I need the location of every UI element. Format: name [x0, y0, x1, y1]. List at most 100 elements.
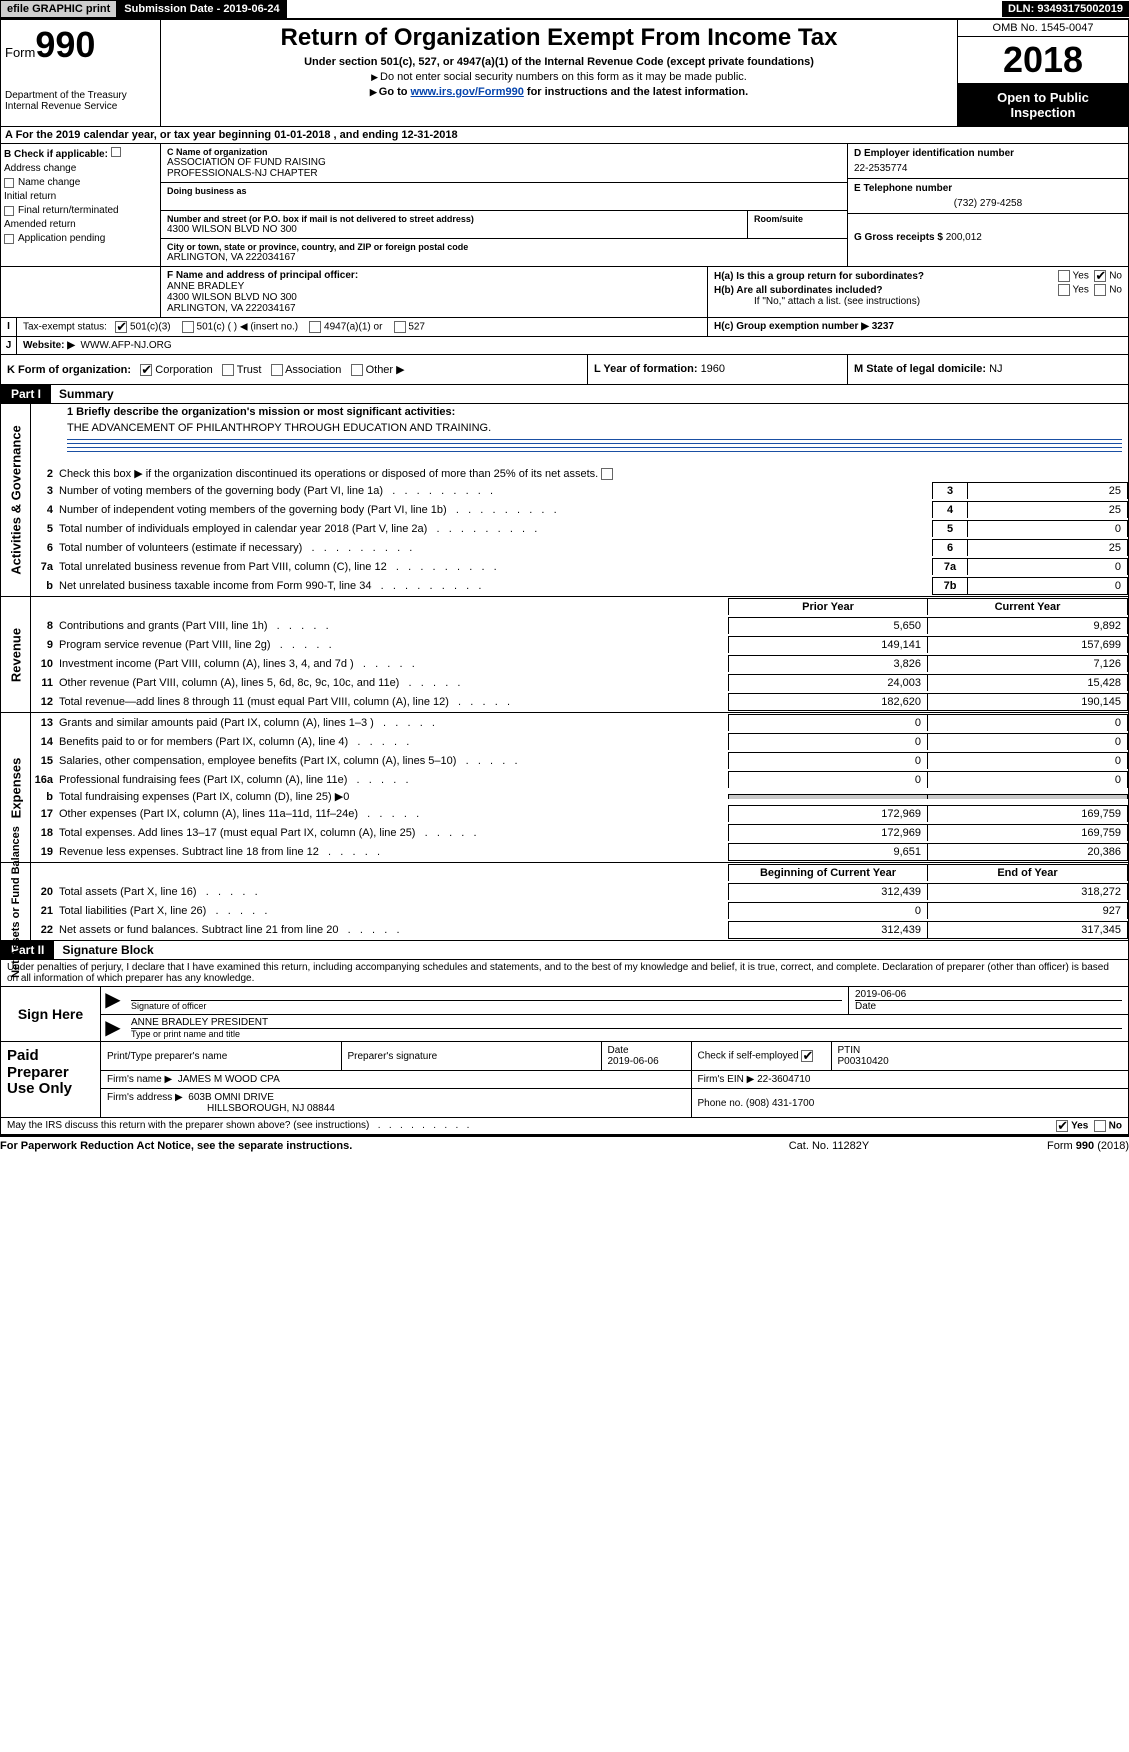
beg-year-hdr: Beginning of Current Year	[728, 864, 928, 881]
governance-section: Activities & Governance 1 Briefly descri…	[0, 404, 1129, 597]
chk-trust[interactable]	[222, 364, 234, 376]
line-19: 19 Revenue less expenses. Subtract line …	[31, 842, 1128, 862]
addr-label: Number and street (or P.O. box if mail i…	[167, 214, 747, 224]
hb-note: If "No," attach a list. (see instruction…	[714, 296, 1122, 307]
chk-4947[interactable]	[309, 321, 321, 333]
mission-text: THE ADVANCEMENT OF PHILANTHROPY THROUGH …	[67, 422, 491, 434]
form-subtitle: Under section 501(c), 527, or 4947(a)(1)…	[169, 56, 949, 68]
dln-label: DLN: 93493175002019	[1002, 1, 1129, 17]
paid-preparer-block: Paid Preparer Use Only Print/Type prepar…	[0, 1042, 1129, 1118]
governance-label: Activities & Governance	[1, 404, 31, 596]
f-label: F Name and address of principal officer:	[167, 270, 701, 281]
ptin-value: P00310420	[838, 1056, 889, 1067]
d-ein-label: D Employer identification number	[854, 148, 1122, 159]
tax-year: 2018	[958, 37, 1128, 84]
chk-initial-return[interactable]: Initial return	[4, 191, 157, 202]
gov-line-4: 4 Number of independent voting members o…	[31, 500, 1128, 519]
ein-value: 22-2535774	[854, 163, 1122, 174]
form-year-block: OMB No. 1545-0047 2018 Open to Public In…	[958, 20, 1128, 126]
part-2-tag: Part II	[1, 941, 54, 959]
room-label: Room/suite	[754, 214, 847, 224]
chk-corporation[interactable]	[140, 364, 152, 376]
row-i: I Tax-exempt status: 501(c)(3) 501(c) ( …	[0, 318, 1129, 337]
form-label: Form	[5, 45, 35, 60]
officer-addr2: ARLINGTON, VA 222034167	[167, 303, 701, 314]
page-footer: For Paperwork Reduction Act Notice, see …	[0, 1135, 1129, 1155]
ha-yes-checkbox[interactable]	[1058, 270, 1070, 282]
self-employed-checkbox[interactable]	[801, 1050, 813, 1062]
chk-name-change[interactable]: Name change	[4, 177, 157, 188]
line-22: 22 Net assets or fund balances. Subtract…	[31, 920, 1128, 940]
chk-other[interactable]	[351, 364, 363, 376]
website-value: WWW.AFP-NJ.ORG	[81, 340, 172, 351]
part-2-header: Part II Signature Block	[0, 941, 1129, 960]
city-label: City or town, state or province, country…	[167, 242, 841, 252]
prior-year-hdr: Prior Year	[728, 598, 928, 615]
firm-name: JAMES M WOOD CPA	[178, 1074, 280, 1085]
phone-value: (732) 279-4258	[854, 198, 1122, 209]
discuss-no-checkbox[interactable]	[1094, 1120, 1106, 1132]
line-2-checkbox[interactable]	[601, 468, 613, 480]
chk-application-pending[interactable]: Application pending	[4, 233, 157, 244]
line-15: 15 Salaries, other compensation, employe…	[31, 751, 1128, 770]
line-20: 20 Total assets (Part X, line 16) 312,43…	[31, 882, 1128, 901]
org-name-2: PROFESSIONALS-NJ CHAPTER	[167, 168, 841, 179]
current-year-hdr: Current Year	[928, 598, 1128, 615]
i-label: I	[1, 318, 17, 336]
dept-treasury: Department of the Treasury	[5, 90, 156, 101]
omb-number: OMB No. 1545-0047	[958, 20, 1128, 37]
line-16a: 16a Professional fundraising fees (Part …	[31, 770, 1128, 789]
hb-yes-checkbox[interactable]	[1058, 284, 1070, 296]
prep-sig-hdr: Preparer's signature	[341, 1042, 601, 1071]
chk-501c[interactable]	[182, 321, 194, 333]
signature-label: Signature of officer	[131, 1000, 842, 1011]
g-receipts-value: 200,012	[946, 232, 982, 243]
row-a-calendar-year: A For the 2019 calendar year, or tax yea…	[0, 127, 1129, 144]
hb-no-checkbox[interactable]	[1094, 284, 1106, 296]
j-label: J	[1, 337, 17, 354]
chk-address-change[interactable]: Address change	[4, 163, 157, 174]
officer-name: ANNE BRADLEY	[167, 281, 701, 292]
prep-name-hdr: Print/Type preparer's name	[101, 1042, 341, 1071]
year-formation: 1960	[701, 363, 725, 375]
section-b-checkboxes: B Check if applicable: Address change Na…	[1, 144, 161, 266]
irs-link[interactable]: www.irs.gov/Form990	[411, 86, 524, 98]
line-b: b Total fundraising expenses (Part IX, c…	[31, 789, 1128, 804]
gov-line-7a: 7a Total unrelated business revenue from…	[31, 557, 1128, 576]
officer-name-title: ANNE BRADLEY PRESIDENT	[131, 1017, 1122, 1028]
cat-no: Cat. No. 11282Y	[729, 1140, 929, 1152]
part-2-title: Signature Block	[54, 941, 161, 959]
line-9: 9 Program service revenue (Part VIII, li…	[31, 635, 1128, 654]
city-state-zip: ARLINGTON, VA 222034167	[167, 252, 841, 263]
prep-date: 2019-06-06	[608, 1056, 659, 1067]
form-header: Form990 Department of the Treasury Inter…	[0, 18, 1129, 127]
e-phone-label: E Telephone number	[854, 183, 1122, 194]
preparer-table: Print/Type preparer's name Preparer's si…	[101, 1042, 1128, 1117]
form-title-block: Return of Organization Exempt From Incom…	[161, 20, 958, 126]
open-public-badge: Open to Public Inspection	[958, 84, 1128, 126]
line-11: 11 Other revenue (Part VIII, column (A),…	[31, 673, 1128, 692]
part-1-tag: Part I	[1, 385, 51, 403]
line-17: 17 Other expenses (Part IX, column (A), …	[31, 804, 1128, 823]
expenses-section: Expenses 13 Grants and similar amounts p…	[0, 713, 1129, 863]
do-not-note: Do not enter social security numbers on …	[169, 71, 949, 83]
state-domicile: NJ	[989, 363, 1002, 375]
gov-line-6: 6 Total number of volunteers (estimate i…	[31, 538, 1128, 557]
ha-no-checkbox[interactable]	[1094, 270, 1106, 282]
arrow-icon: ▶	[101, 1015, 125, 1041]
ha-label: H(a) Is this a group return for subordin…	[714, 271, 924, 282]
g-receipts-label: G Gross receipts $	[854, 232, 946, 243]
firm-ein: 22-3604710	[757, 1074, 810, 1085]
efile-button[interactable]: efile GRAPHIC print	[0, 0, 117, 18]
discuss-yes-checkbox[interactable]	[1056, 1120, 1068, 1132]
chk-527[interactable]	[394, 321, 406, 333]
sign-block: Sign Here ▶ Signature of officer 2019-06…	[0, 987, 1129, 1042]
chk-association[interactable]	[271, 364, 283, 376]
gov-line-3: 3 Number of voting members of the govern…	[31, 481, 1128, 500]
street-address: 4300 WILSON BLVD NO 300	[167, 224, 747, 235]
chk-final-return[interactable]: Final return/terminated	[4, 205, 157, 216]
goto-note: Go to www.irs.gov/Form990 for instructio…	[169, 86, 949, 98]
line-21: 21 Total liabilities (Part X, line 26) 0…	[31, 901, 1128, 920]
chk-501c3[interactable]	[115, 321, 127, 333]
chk-amended[interactable]: Amended return	[4, 219, 157, 230]
